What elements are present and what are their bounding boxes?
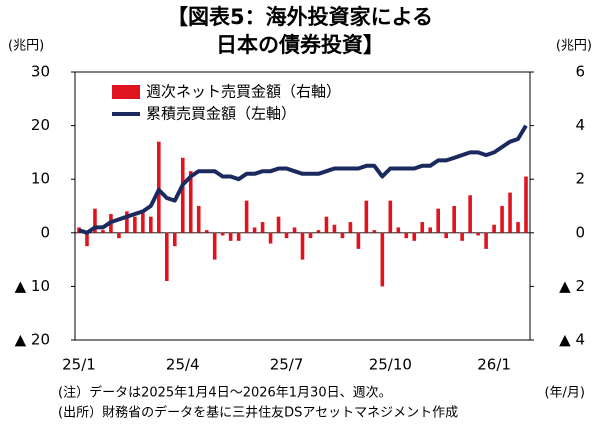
y2-tick-label: 6 [575, 63, 585, 81]
bar [324, 216, 329, 233]
bar [300, 232, 305, 260]
bar [85, 232, 89, 247]
bar [149, 216, 153, 233]
x-tick-label: 25/10 [369, 356, 412, 374]
bar [508, 192, 512, 233]
note: (出所）財務省のデータを基に三井住友DSアセットマネジメント作成 [58, 405, 458, 421]
bar [228, 232, 233, 241]
y-tick-label: 0 [40, 223, 50, 241]
y2-tick-label: 0 [575, 223, 585, 241]
bar [220, 232, 225, 236]
bar [101, 230, 105, 233]
x-tick-label: 25/1 [62, 356, 96, 374]
bar [196, 206, 201, 233]
bar [388, 200, 393, 233]
legend-label: 累積売買金額（左軸） [146, 105, 296, 123]
bar [476, 232, 480, 236]
bar [380, 232, 385, 287]
bar [500, 206, 504, 233]
bar [468, 195, 472, 233]
bar [420, 222, 425, 233]
legend-label: 週次ネット売買金額（右軸） [146, 83, 341, 101]
line [78, 124, 528, 235]
y2-tick-label: ▲ 4 [559, 331, 585, 349]
bar [460, 232, 464, 241]
bar [117, 232, 121, 239]
x-axis-label: (年/月) [544, 386, 585, 401]
y-axis-label: (兆円) [8, 39, 44, 54]
bar [396, 227, 401, 233]
bar [284, 232, 289, 239]
x-tick-label: 25/7 [270, 356, 304, 374]
bar [244, 200, 249, 233]
bar [141, 211, 145, 233]
bar [125, 211, 129, 233]
note: (注）データは2025年1月4日～2026年1月30日、週次。 [58, 385, 392, 401]
bar [516, 222, 520, 233]
bar [444, 232, 448, 239]
bar [412, 232, 417, 241]
bar [252, 227, 257, 233]
bar [157, 141, 161, 233]
legend-swatch [112, 85, 140, 99]
bar [172, 232, 177, 247]
bar [204, 230, 209, 233]
bar [356, 232, 361, 249]
y-tick-label: 10 [31, 170, 50, 188]
y-tick-label: ▲ 10 [15, 277, 50, 295]
bar [308, 232, 313, 239]
bar [364, 200, 369, 233]
bar [77, 227, 81, 233]
bar [93, 208, 97, 233]
bar [492, 224, 496, 233]
y2-tick-label: 2 [575, 170, 585, 188]
bar [340, 232, 345, 239]
bar [484, 232, 488, 249]
y2-tick-label: 4 [575, 116, 585, 134]
bar [436, 208, 441, 233]
chart-title: 【図表5：海外投資家による [167, 5, 433, 29]
bar [316, 230, 321, 233]
bar [164, 232, 169, 282]
bar [452, 206, 456, 233]
y-tick-label: ▲ 20 [15, 331, 50, 349]
bar [212, 232, 217, 260]
bar [276, 216, 281, 233]
bar [524, 176, 528, 233]
bar [188, 171, 193, 233]
bar [348, 222, 353, 233]
y2-axis-label: (兆円) [556, 39, 592, 54]
chart-title: 日本の債券投資】 [216, 33, 384, 57]
bar [292, 227, 297, 233]
bar [404, 232, 409, 239]
bar [332, 224, 337, 233]
y-tick-label: 30 [31, 63, 50, 81]
bar [260, 222, 265, 233]
bar [236, 232, 241, 241]
y-tick-label: 20 [31, 116, 50, 134]
bar [180, 157, 185, 233]
plot-frame [74, 71, 531, 341]
y2-tick-label: ▲ 2 [559, 277, 585, 295]
bar [133, 216, 137, 233]
x-tick-label: 26/1 [477, 356, 511, 374]
bar [428, 227, 433, 233]
x-tick-label: 25/4 [166, 356, 200, 374]
bar [268, 232, 273, 244]
bar [372, 230, 377, 233]
